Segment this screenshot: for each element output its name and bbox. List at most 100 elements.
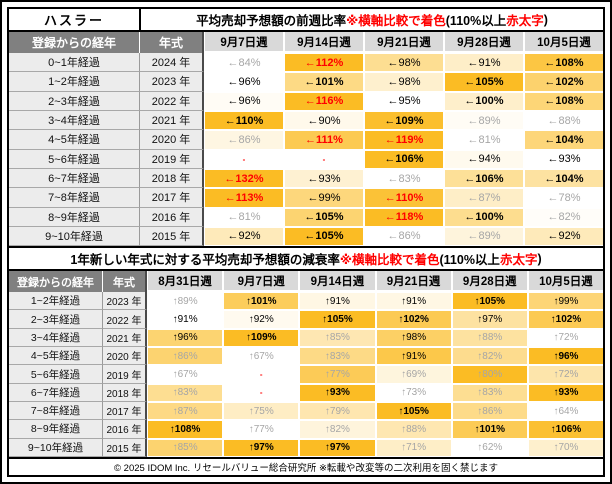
- table-row: 2~3年経過 2022 年 ←96% ←116% ←95% ←100% ←108%: [9, 91, 603, 111]
- row-values: ←132% ←93% ←83% ←106% ←104%: [204, 168, 603, 189]
- heat-cell: ←132%: [205, 169, 283, 188]
- heat-cell: ←101%: [285, 73, 363, 91]
- week-header: 9月14日週: [285, 32, 363, 51]
- heat-cell: ↑105%: [376, 403, 451, 420]
- heat-cell: ↑62%: [452, 439, 527, 456]
- table-row: 9~10年経過 2015 年 ↑85% ↑97% ↑97% ↑71% ↑62% ↑70%: [9, 438, 603, 457]
- heat-cell: ←106%: [365, 150, 443, 168]
- year-label: 2018 年: [103, 383, 147, 402]
- age-label: 0~1年経過: [9, 53, 140, 73]
- age-label: 6~7年経過: [9, 168, 140, 189]
- table-row: 5~6年経過 2019 年 ↑67% - ↑77% ↑69% ↑80% ↑72%: [9, 365, 603, 384]
- table-row: 7~8年経過 2017 年 ↑87% ↑75% ↑79% ↑105% ↑86% ↑64%: [9, 402, 603, 421]
- table-row: 1~2年経過 2023 年 ↑89% ↑101% ↑91% ↑91% ↑105% ↑99%: [9, 292, 603, 311]
- heat-cell: ↑77%: [224, 421, 299, 438]
- heat-cell: ←90%: [285, 111, 363, 130]
- heat-cell: ←96%: [205, 92, 283, 110]
- heat-cell: ←89%: [445, 111, 523, 130]
- row-values: ↑87% ↑75% ↑79% ↑105% ↑86% ↑64%: [147, 402, 603, 421]
- age-label: 7~8年経過: [9, 402, 103, 421]
- heat-cell: ←113%: [205, 189, 283, 207]
- year-label: 2016 年: [140, 207, 204, 227]
- title-run-red: ※横軸比較で着色: [339, 253, 440, 268]
- heat-cell: ↑88%: [376, 421, 451, 438]
- heat-cell: ↑69%: [376, 366, 451, 383]
- heat-cell: ↑82%: [452, 348, 527, 365]
- year-label: 2020 年: [103, 347, 147, 366]
- heat-cell: ←105%: [445, 73, 523, 91]
- year-label: 2016 年: [103, 420, 147, 439]
- age-column-header: 登録からの経年: [9, 32, 140, 53]
- heat-cell: ↑97%: [300, 439, 375, 456]
- heat-cell: ←104%: [525, 169, 603, 188]
- model-name: ハスラー: [9, 9, 141, 30]
- heat-cell: ↑97%: [452, 311, 527, 328]
- table-row: 6~7年経過 2018 年 ←132% ←93% ←83% ←106% ←104%: [9, 168, 603, 189]
- missing-value-cell: -: [285, 150, 363, 168]
- heat-cell: ←87%: [445, 189, 523, 207]
- heat-cell: ←81%: [445, 131, 523, 149]
- heat-cell: ←82%: [525, 208, 603, 226]
- age-label: 4~5年経過: [9, 130, 140, 150]
- title-run: (110%以上: [439, 253, 500, 268]
- week-header: 9月7日週: [224, 271, 299, 291]
- age-label: 5~6年経過: [9, 149, 140, 169]
- heat-cell: ↑83%: [300, 348, 375, 365]
- table-row: 7~8年経過 2017 年 ←113% ←99% ←110% ←87% ←78%: [9, 188, 603, 208]
- heat-cell: ←92%: [525, 227, 603, 246]
- heat-cell: ←100%: [445, 208, 523, 226]
- year-label: 2015 年: [103, 438, 147, 457]
- week-header: 9月28日週: [445, 32, 523, 51]
- heat-cell: ↑91%: [376, 293, 451, 310]
- week-header: 10月5日週: [525, 32, 603, 51]
- heat-cell: ↑102%: [376, 311, 451, 328]
- heat-cell: ↑91%: [376, 348, 451, 365]
- column-header-row: 登録からの経年 年式 9月7日週 9月14日週 9月21日週 9月28日週 10月5日週: [9, 32, 603, 53]
- age-label: 2~3年経過: [9, 310, 103, 329]
- heat-cell: ↑88%: [452, 329, 527, 347]
- heat-cell: ←111%: [285, 131, 363, 149]
- age-label: 9~10年経過: [9, 226, 140, 247]
- copyright-footer: © 2025 IDOM Inc. リセールバリュー総合研究所 ※転載や改変等の二…: [9, 456, 603, 475]
- year-label: 2019 年: [140, 149, 204, 169]
- heat-cell: ↑79%: [300, 403, 375, 420]
- heat-cell: ←108%: [525, 92, 603, 110]
- age-label: 5~6年経過: [9, 365, 103, 384]
- heat-cell: ↑64%: [528, 403, 603, 420]
- heat-cell: ↑77%: [300, 366, 375, 383]
- heat-cell: ↑87%: [148, 403, 223, 420]
- missing-value-cell: -: [224, 384, 299, 401]
- table-row: 9~10年経過 2015 年 ←92% ←105% ←86% ←89% ←92%: [9, 226, 603, 247]
- week-header: 8月31日週: [148, 271, 223, 291]
- row-values: ↑85% ↑97% ↑97% ↑71% ↑62% ↑70%: [147, 438, 603, 457]
- heat-cell: ↑86%: [148, 348, 223, 365]
- heat-cell: ↑99%: [528, 293, 603, 310]
- year-label: 2017 年: [140, 188, 204, 208]
- heat-cell: ←86%: [365, 227, 443, 246]
- heat-cell: ↑93%: [528, 384, 603, 401]
- table-row: 4~5年経過 2020 年 ↑86% ↑67% ↑83% ↑91% ↑82% ↑96%: [9, 347, 603, 366]
- age-column-header: 登録からの経年: [9, 271, 103, 293]
- heat-cell: ↑73%: [376, 384, 451, 401]
- heat-cell: ←81%: [205, 208, 283, 226]
- heat-cell: ↑82%: [300, 421, 375, 438]
- heat-cell: ↑71%: [376, 439, 451, 456]
- heat-cell: ↑93%: [300, 384, 375, 401]
- heat-cell: ←109%: [365, 111, 443, 130]
- age-label: 1~2年経過: [9, 72, 140, 92]
- year-label: 2024 年: [140, 53, 204, 73]
- heat-cell: ←105%: [285, 227, 363, 246]
- heat-cell: ←110%: [205, 111, 283, 130]
- row-values: ←96% ←101% ←98% ←105% ←102%: [204, 72, 603, 92]
- heat-cell: ↑67%: [224, 348, 299, 365]
- heat-cell: ↑102%: [528, 311, 603, 328]
- table-row: 8~9年経過 2016 年 ←81% ←105% ←118% ←100% ←82%: [9, 207, 603, 227]
- heat-cell: ←78%: [525, 189, 603, 207]
- heat-cell: ←89%: [445, 227, 523, 246]
- year-label: 2023 年: [140, 72, 204, 92]
- row-values: ←96% ←116% ←95% ←100% ←108%: [204, 91, 603, 111]
- row-values: ↑89% ↑101% ↑91% ↑91% ↑105% ↑99%: [147, 292, 603, 311]
- age-label: 1~2年経過: [9, 292, 103, 311]
- year-label: 2018 年: [140, 168, 204, 189]
- title-run-red: ※横軸比較で着色: [346, 14, 446, 28]
